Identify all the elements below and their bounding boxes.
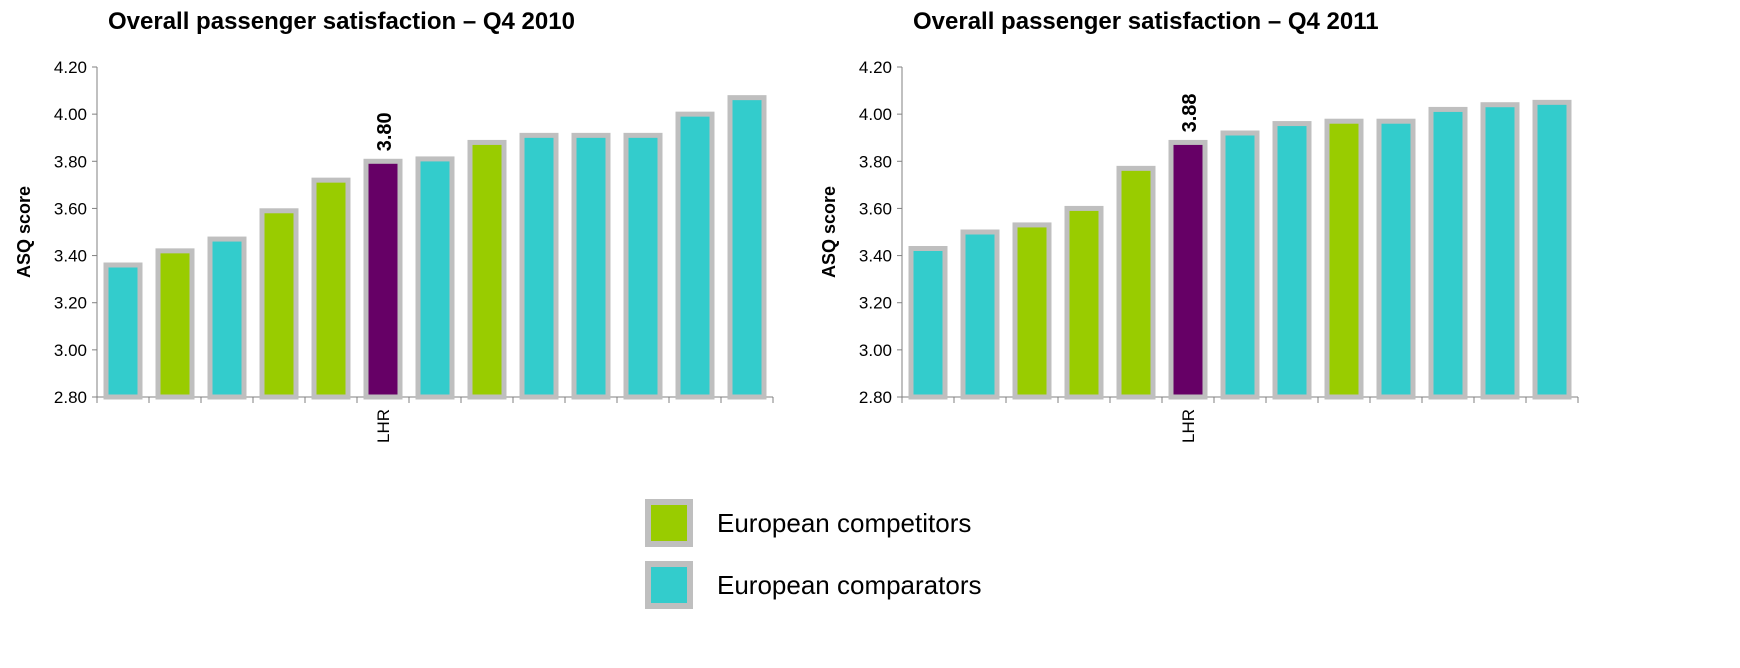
- c1-y-tick-label: 3.20: [859, 294, 892, 313]
- c0-category-label: LHR: [374, 409, 393, 443]
- c0-y-tick-label: 3.40: [54, 247, 87, 266]
- c0-y-tick-label: 3.60: [54, 199, 87, 218]
- c1-bar: [1324, 118, 1364, 400]
- c1-bar: [1168, 139, 1208, 400]
- chart-title-q4-2011: Overall passenger satisfaction – Q4 2011: [913, 8, 1379, 35]
- c0-data-label-lhr: 3.80: [374, 112, 396, 151]
- chart-title-q4-2010: Overall passenger satisfaction – Q4 2010: [108, 8, 575, 35]
- c1-y-tick-label: 3.40: [859, 247, 892, 266]
- legend-swatch-competitors: [645, 499, 693, 547]
- c1-y-tick-label: 3.60: [859, 199, 892, 218]
- c1-bar: [1116, 165, 1156, 400]
- c0-bar: [727, 95, 767, 400]
- c1-bar: [1428, 106, 1468, 400]
- c0-bar: [259, 208, 299, 400]
- c1-y-tick-label: 2.80: [859, 388, 892, 407]
- legend-item-comparators: European comparators: [645, 554, 981, 616]
- c0-bar: [571, 132, 611, 400]
- legend-item-competitors: European competitors: [645, 492, 981, 554]
- c0-y-tick-label: 3.80: [54, 152, 87, 171]
- c1-bar: [1532, 99, 1572, 400]
- c0-bar: [415, 156, 455, 400]
- c1-bar: [1480, 102, 1520, 400]
- c1-y-tick-label: 4.20: [859, 58, 892, 77]
- legend-swatch-comparators: [645, 561, 693, 609]
- c0-bar: [675, 111, 715, 400]
- c0-y-tick-label: 2.80: [54, 388, 87, 407]
- c0-bar: [623, 132, 663, 400]
- c1-category-label: LHR: [1179, 409, 1198, 443]
- c1-y-tick-label: 3.80: [859, 152, 892, 171]
- c0-bar: [363, 158, 403, 400]
- c1-bar: [1012, 222, 1052, 400]
- c1-bar: [960, 229, 1000, 400]
- c0-y-tick-label: 3.20: [54, 294, 87, 313]
- c0-bar: [467, 139, 507, 400]
- c0-bar: [207, 236, 247, 400]
- legend-label-competitors: European competitors: [717, 507, 972, 538]
- c1-y-axis-title: ASQ score: [819, 186, 839, 278]
- c0-y-tick-label: 4.20: [54, 58, 87, 77]
- c0-y-axis-title: ASQ score: [14, 186, 34, 278]
- legend: European competitors European comparator…: [645, 492, 981, 616]
- c0-bar: [103, 262, 143, 400]
- c0-bar: [519, 132, 559, 400]
- c0-bar: [155, 248, 195, 400]
- c0-y-tick-label: 3.00: [54, 341, 87, 360]
- c1-bar: [1376, 118, 1416, 400]
- c1-y-tick-label: 4.00: [859, 105, 892, 124]
- c1-bar: [1272, 121, 1312, 400]
- c0-bar: [311, 177, 351, 400]
- legend-label-comparators: European comparators: [717, 569, 982, 600]
- c1-bar: [908, 246, 948, 400]
- c1-bar: [1064, 205, 1104, 400]
- c1-data-label-lhr: 3.88: [1179, 93, 1201, 132]
- c1-bar: [1220, 130, 1260, 400]
- c1-y-tick-label: 3.00: [859, 341, 892, 360]
- c0-y-tick-label: 4.00: [54, 105, 87, 124]
